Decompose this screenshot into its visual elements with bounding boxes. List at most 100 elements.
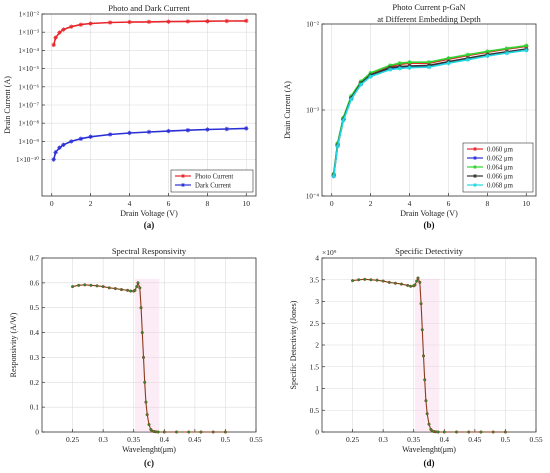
data-point [504,50,510,56]
data-point [57,145,62,150]
chart-panel-a: 0 2 4 6 8 10 1×10⁻² 1×10⁻³ 1×10⁻⁴ 1×10⁻⁵ 1×10⁻⁶ 1×1… [3,3,257,230]
x-axis-label: Drain Voltage (V) [120,209,178,218]
legend: Photo Current Dark Current [170,169,254,193]
data-point [387,280,391,284]
data-point [127,19,132,25]
y-tick-label: 2.5 [310,319,320,328]
y-tick-label: 3.5 [310,275,320,284]
data-point [407,65,412,70]
data-point [78,22,84,27]
data-point [397,66,403,71]
data-point [156,430,160,434]
axes-frame [321,23,537,197]
data-point [341,118,346,123]
x-axis-label: Wavelenght(μm) [122,445,176,454]
legend-box [170,169,254,193]
data-point [141,355,146,359]
data-point [387,63,393,68]
legend-marker [473,156,477,160]
data-point [465,52,471,57]
series-line [352,276,506,433]
y-tick-label: 0 [315,428,319,437]
y-tick-label: 4 [315,254,319,263]
cutoff-shade [414,278,440,432]
data-point [162,430,166,434]
data-point [107,20,113,25]
x-tick-label: 0.25 [66,435,79,444]
chart-title: Photo Current p-GaN [392,2,465,12]
data-point [144,400,148,404]
data-point [381,279,385,283]
data-point [485,53,490,59]
legend-entry: 0.066 μm [487,174,514,181]
data-point [127,130,132,136]
y-tick-label: 1×10⁻⁷ [18,102,39,110]
data-point [185,128,191,133]
legend-marker [181,183,185,187]
x-tick-label: 0.45 [468,435,481,444]
data-point [348,97,354,102]
legend-marker [473,147,477,151]
data-point [146,129,152,135]
data-point [427,422,431,426]
data-point [138,286,142,290]
x-tick-label: 8 [485,199,489,208]
x-tick-label: 10 [243,199,251,208]
chart-panel-d: 0.25 0.3 0.35 0.4 0.45 0.5 0.55 0 0.5 1 1.5 2 2.5 3 3.… [289,246,543,468]
y-axis-label: Drain Current (A) [3,76,12,134]
y-tick-label: 0.6 [30,278,40,287]
panel-label: (b) [424,220,435,230]
data-point [406,283,410,287]
x-tick-label: 0.5 [221,435,231,444]
data-point [446,56,451,61]
data-point [61,27,66,32]
y-tick-label: 1×10⁻⁴ [18,47,39,55]
data-point [68,24,74,29]
x-tick-label: 0.5 [501,435,511,444]
data-point [446,61,451,66]
chart-title: Specific Detectivity [395,246,463,256]
data-point [413,283,417,287]
x-axis-label: Wavelenght(μm) [402,445,456,454]
chart-title: Photo and Dark Current [108,3,190,13]
data-point [185,19,191,24]
x-tick-label: 8 [205,199,209,208]
data-point [136,281,140,285]
data-point [363,277,367,281]
data-point [419,302,423,306]
y-tick-label: 1×10⁻² [19,11,39,19]
data-point [53,35,58,40]
x-tick-label: 0.4 [440,435,450,444]
cutoff-shade [134,278,160,432]
data-point [485,49,490,54]
y-tick-label: 1×10⁻³ [19,29,39,37]
legend-entry: Photo Current [195,174,233,181]
y-axis-label: Specific Detectivity (Jones) [289,300,298,389]
data-point [423,378,427,382]
data-point [465,57,471,62]
legend: 0.060 μm 0.062 μm 0.064 μm 0.066 μm 0.068 μm [462,142,534,193]
data-point [77,283,81,287]
data-point [205,127,210,132]
data-point [126,288,130,292]
legend-marker [473,183,477,187]
data-point [145,413,149,417]
data-point [351,279,355,283]
chart-panel-b: 0 2 4 6 8 10 10⁻² 10⁻³ 10⁻⁴ Photo Current p-GaN at… [283,2,537,230]
data-point [68,139,74,144]
y-tick-label: 0.5 [310,406,320,415]
y-tick-label: 10⁻² [306,21,319,29]
data-point [154,430,158,434]
legend-entry: 0.068 μm [487,183,514,190]
data-point [224,18,230,24]
x-axis-label: Drain Voltage (V) [400,209,458,218]
legend-marker [181,174,185,178]
plot-area [42,258,256,432]
y-axis-label: Responsivity (A/W) [9,312,18,377]
x-tick-label: 10 [523,199,531,208]
data-point [113,287,117,291]
data-point [420,328,424,332]
panel-label: (a) [144,220,155,230]
data-point [524,43,529,48]
